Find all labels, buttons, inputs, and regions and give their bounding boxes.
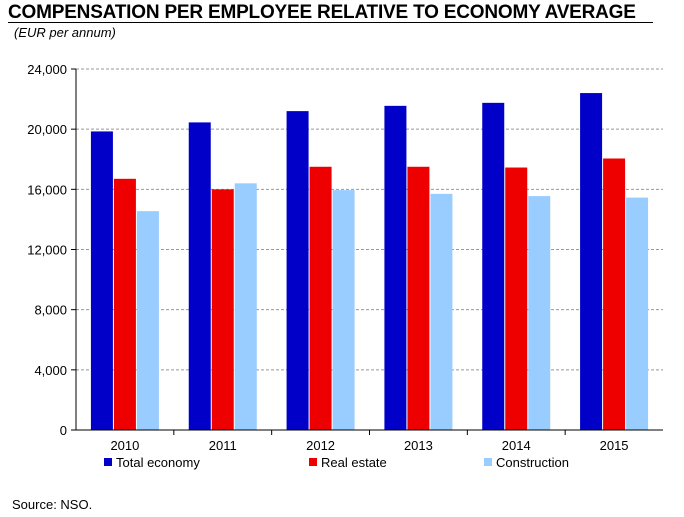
grid-lines [76, 68, 663, 371]
bar-construction-2014 [528, 196, 551, 430]
y-tick-label: 0 [60, 423, 67, 438]
chart-subtitle: (EUR per annum) [14, 25, 116, 40]
x-tick-label: 2013 [404, 438, 433, 453]
legend-label: Real estate [321, 455, 387, 470]
x-tick-label: 2014 [502, 438, 531, 453]
legend: Total economy Real estate Construction [104, 455, 569, 470]
bar-real-estate-2015 [603, 158, 626, 430]
y-tick-label: 4,000 [34, 363, 67, 378]
x-tick-label: 2011 [209, 438, 237, 453]
bar-construction-2010 [136, 211, 159, 430]
bar-construction-2015 [626, 197, 649, 430]
legend-swatch [104, 458, 112, 466]
bar-total-economy-2011 [188, 122, 211, 430]
bar-real-estate-2011 [211, 189, 234, 430]
bar-total-economy-2013 [384, 105, 407, 430]
legend-swatch [484, 458, 492, 466]
legend-swatch [309, 458, 317, 466]
chart-title: COMPENSATION PER EMPLOYEE RELATIVE TO EC… [8, 2, 636, 23]
bar-total-economy-2015 [580, 93, 603, 431]
bar-construction-2011 [234, 183, 257, 430]
x-tick-label: 2012 [306, 438, 335, 453]
axes: 0 4,000 8,000 12,000 16,000 20,000 24,000 2010 2… [27, 62, 663, 453]
bar-total-economy-2010 [90, 131, 113, 430]
y-tick-label: 24,000 [27, 62, 67, 77]
source-note: Source: NSO. [12, 497, 93, 512]
bar-real-estate-2014 [505, 167, 528, 430]
legend-label: Total economy [116, 455, 200, 470]
x-tick-label: 2015 [600, 438, 629, 453]
bar-real-estate-2012 [309, 166, 332, 431]
y-tick-label: 12,000 [27, 243, 67, 258]
y-tick-label: 20,000 [27, 122, 67, 137]
bar-real-estate-2013 [407, 166, 430, 431]
bars [90, 93, 649, 431]
bar-construction-2013 [430, 193, 453, 430]
y-tick-label: 8,000 [34, 303, 67, 318]
x-tick-label: 2010 [110, 438, 139, 453]
bar-total-economy-2014 [482, 102, 505, 430]
bar-total-economy-2012 [286, 111, 309, 430]
bar-real-estate-2010 [113, 178, 136, 430]
y-tick-label: 16,000 [27, 182, 67, 197]
title-underline [8, 22, 653, 23]
legend-label: Construction [496, 455, 569, 470]
bar-construction-2012 [332, 190, 355, 430]
